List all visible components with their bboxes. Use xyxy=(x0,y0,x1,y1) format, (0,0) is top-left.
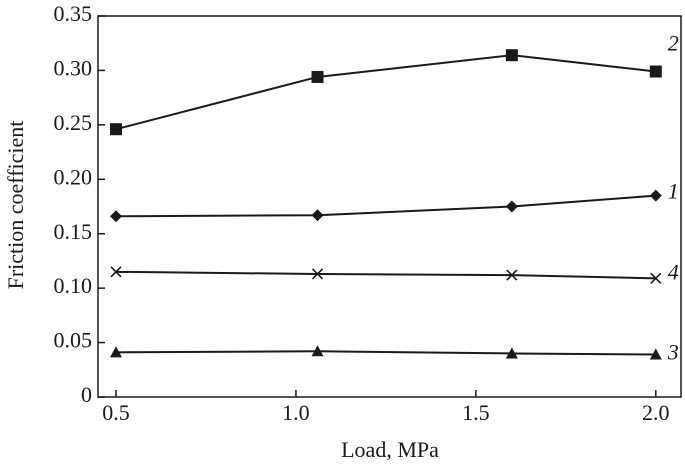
marker xyxy=(505,200,518,213)
marker xyxy=(650,272,662,284)
series-label: 3 xyxy=(667,340,679,365)
series-label: 4 xyxy=(668,259,679,284)
y-tick-label: 0.15 xyxy=(54,219,93,244)
y-tick-label: 0.10 xyxy=(54,273,93,298)
series-line xyxy=(115,194,656,218)
series-line xyxy=(115,270,656,280)
marker xyxy=(109,210,122,223)
y-tick-label: 0.20 xyxy=(54,164,93,189)
marker xyxy=(649,348,662,360)
plot-frame xyxy=(97,15,682,398)
series-line xyxy=(115,54,656,131)
marker xyxy=(311,345,324,357)
x-tick-label: 1.0 xyxy=(282,400,310,425)
series-line xyxy=(115,350,656,356)
x-tick-label: 2.0 xyxy=(642,400,670,425)
marker xyxy=(649,65,662,78)
y-tick-label: 0.05 xyxy=(54,328,93,353)
y-tick-label: 0.30 xyxy=(54,55,93,80)
marker xyxy=(505,49,518,62)
marker xyxy=(109,123,122,136)
marker xyxy=(311,70,324,83)
y-tick-label: 0 xyxy=(81,382,92,407)
marker xyxy=(311,209,324,222)
y-axis-label: Friction coefficient xyxy=(3,121,28,290)
marker xyxy=(311,268,324,280)
marker xyxy=(110,266,122,278)
marker xyxy=(506,269,518,281)
marker xyxy=(109,346,122,358)
x-tick-label: 0.5 xyxy=(102,400,130,425)
marker xyxy=(505,347,518,359)
x-tick-label: 1.5 xyxy=(462,400,490,425)
x-axis-label: Load, MPa xyxy=(341,437,439,462)
series-label: 1 xyxy=(668,179,679,204)
y-tick-label: 0.25 xyxy=(54,110,93,135)
y-tick-label: 0.35 xyxy=(54,1,93,26)
series-label: 2 xyxy=(668,31,679,56)
marker xyxy=(649,189,662,202)
